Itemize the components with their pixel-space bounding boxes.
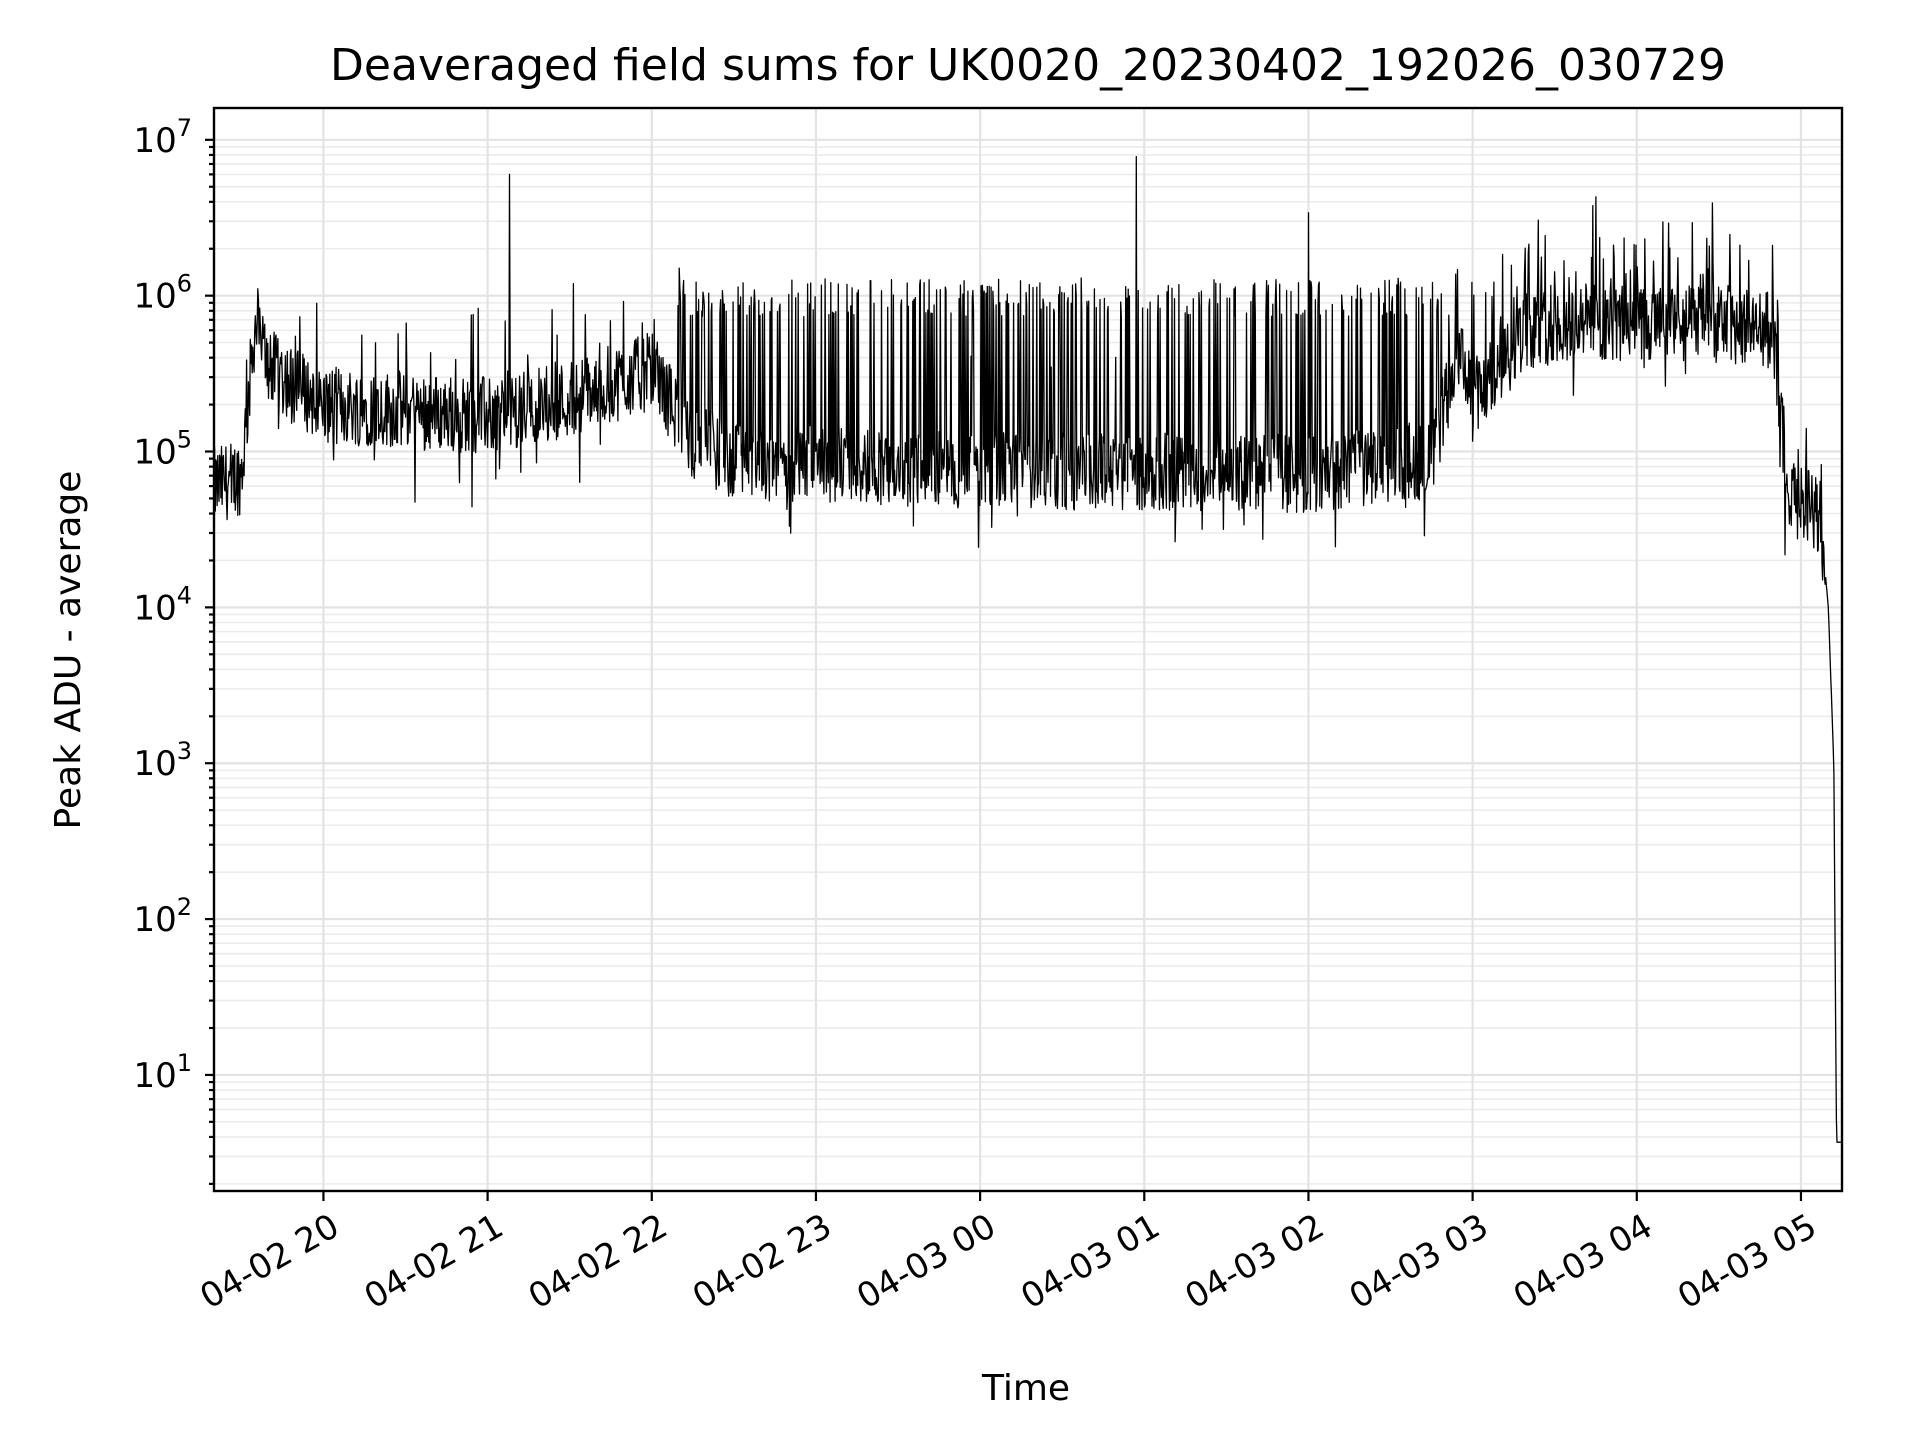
y-tick-label: 106 <box>133 270 192 317</box>
x-tick-label: 04-03 02 <box>1179 1206 1331 1317</box>
y-tick-label: 103 <box>133 737 192 784</box>
y-tick-label: 105 <box>133 426 192 473</box>
x-tick-label: 04-03 05 <box>1671 1206 1823 1317</box>
y-axis-ticks: 101 102 103 104 105 106 107 <box>133 114 214 1185</box>
x-tick-label: 04-03 00 <box>850 1206 1002 1317</box>
y-tick-label: 101 <box>133 1049 192 1096</box>
x-axis-label: Time <box>981 1368 1070 1409</box>
x-tick-label: 04-03 04 <box>1507 1206 1659 1317</box>
series-line <box>213 155 1843 1143</box>
plot-frame <box>212 106 1844 1193</box>
x-axis-ticks: 04-02 20 04-02 21 04-02 22 04-02 23 04-03 00… <box>194 1191 1823 1317</box>
x-tick-label: 04-02 21 <box>358 1206 510 1317</box>
y-tick-label: 102 <box>133 893 192 940</box>
y-tick-label: 104 <box>133 581 192 628</box>
x-tick-label: 04-03 03 <box>1343 1206 1495 1317</box>
series-layer <box>213 155 1843 1143</box>
y-tick-label: 107 <box>133 114 192 161</box>
x-tick-label: 04-02 22 <box>522 1206 674 1317</box>
grid <box>214 108 1842 1191</box>
y-axis-label: Peak ADU - average <box>48 471 89 830</box>
chart-title: Deaveraged field sums for UK0020_2023040… <box>330 40 1726 91</box>
x-tick-label: 04-02 23 <box>686 1206 838 1317</box>
x-tick-label: 04-03 01 <box>1014 1206 1166 1317</box>
x-tick-label: 04-02 20 <box>194 1206 346 1317</box>
